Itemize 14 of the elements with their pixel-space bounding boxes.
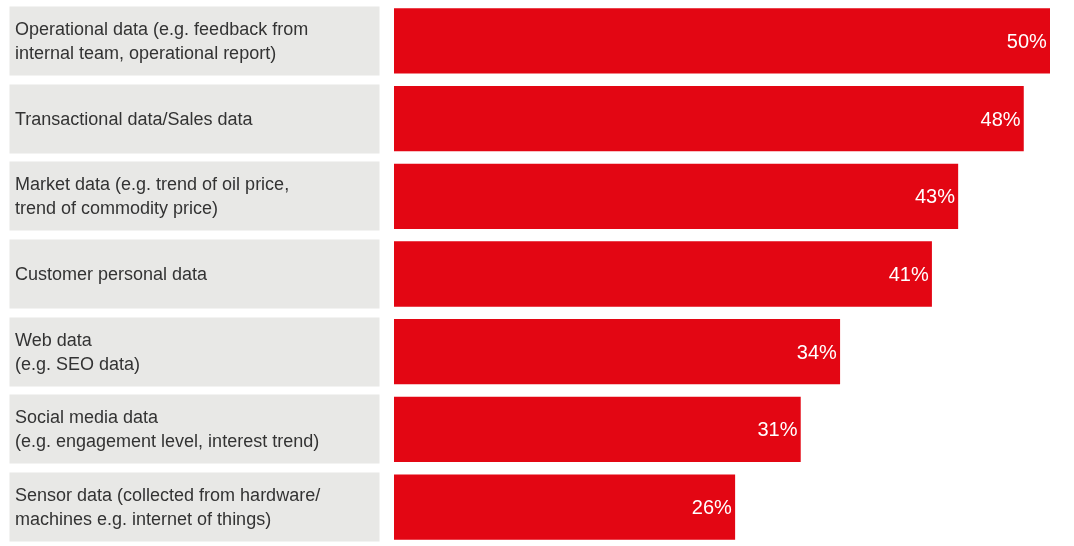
data-label: 43%: [914, 185, 956, 208]
data-label: 31%: [757, 418, 798, 441]
y-tick-label: Social media data (e.g. engagement level, interest trend): [15, 407, 320, 451]
data-label: 34%: [796, 340, 838, 363]
y-tick-label: Operational data (e.g. feedback from internal team, operational report): [15, 19, 309, 63]
data-label: 41%: [888, 263, 929, 285]
data-label: 26%: [691, 496, 733, 519]
y-tick-label: Web data (e.g. SEO data): [15, 330, 141, 374]
y-tick-label: Customer personal data: [15, 264, 209, 284]
y-tick-label: Sensor data (collected from hardware/ machines e.g. internet of things): [15, 485, 321, 529]
data-label: 48%: [980, 107, 1021, 130]
y-tick-label: Transactional data/Sales data: [15, 109, 254, 129]
y-tick-label: Market data (e.g. trend of oil price, trend of commodity price): [15, 174, 290, 218]
data-label: 50%: [1006, 29, 1047, 52]
